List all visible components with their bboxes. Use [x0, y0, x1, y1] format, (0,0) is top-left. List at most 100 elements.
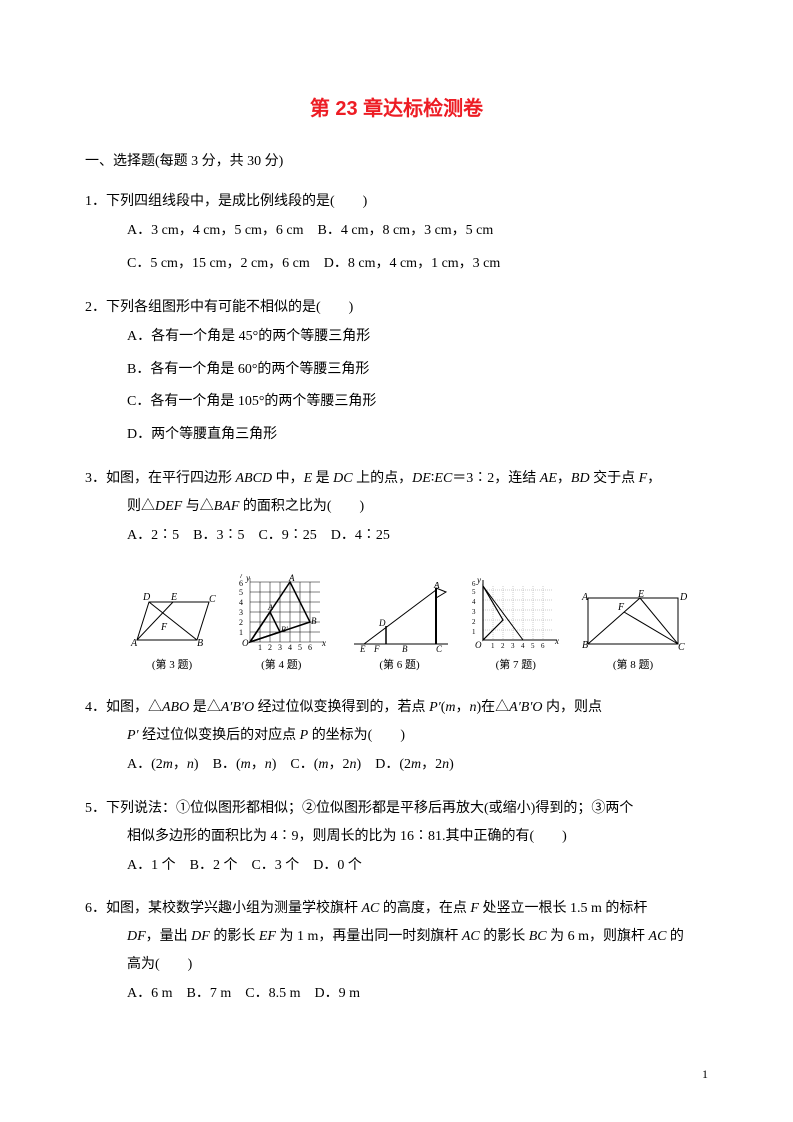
svg-text:1: 1 [239, 628, 243, 637]
question-5: 5．下列说法：①位似图形都相似；②位似图形都是平移后再放大(或缩小)得到的；③两… [85, 795, 708, 882]
svg-text:5: 5 [298, 643, 302, 652]
q3-text: 如图，在平行四边形 ABCD 中，E 是 DC 上的点，DE∶EC＝3∶2，连结… [106, 471, 661, 486]
svg-text:C: C [436, 644, 443, 652]
q1-options: A．3 cm，4 cm，5 cm，6 cm B．4 cm，8 cm，3 cm，5… [85, 216, 708, 280]
svg-text:3: 3 [239, 608, 243, 617]
figure-3: A B C D E F (第 3 题) [127, 590, 217, 672]
svg-text:4: 4 [472, 598, 476, 606]
fig3-svg: A B C D E F [127, 590, 217, 652]
fig7-caption: (第 7 题) [496, 656, 536, 672]
q5-num: 5． [85, 795, 106, 823]
svg-text:6: 6 [239, 579, 243, 588]
svg-text:B': B' [281, 625, 288, 634]
question-1: 1．下列四组线段中，是成比例线段的是( ) A．3 cm，4 cm，5 cm，6… [85, 188, 708, 280]
svg-text:1: 1 [258, 643, 262, 652]
svg-text:5: 5 [531, 642, 535, 650]
q4-line2: P′ 经过位似变换后的对应点 P 的坐标为( ) [85, 722, 708, 750]
figure-8: A D B C E F (第 8 题) [578, 590, 688, 672]
svg-text:E: E [637, 590, 644, 600]
svg-text:F: F [617, 602, 625, 613]
svg-text:A: A [433, 582, 440, 590]
svg-text:D: D [142, 592, 151, 603]
q3-opts: A．2∶5 B．3∶5 C．9∶25 D．4∶25 [127, 521, 708, 552]
q6-options: A．6 m B．7 m C．8.5 m D．9 m [85, 979, 708, 1010]
q5-options: A．1 个 B．2 个 C．3 个 D．0 个 [85, 851, 708, 882]
svg-text:y: y [476, 576, 481, 585]
q3-options: A．2∶5 B．3∶5 C．9∶25 D．4∶25 [85, 521, 708, 552]
svg-text:6: 6 [308, 643, 312, 652]
svg-text:4: 4 [521, 642, 525, 650]
q3-num: 3． [85, 465, 106, 493]
svg-text:7: 7 [239, 574, 243, 580]
svg-text:2: 2 [268, 643, 272, 652]
q2-options: A．各有一个角是 45°的两个等腰三角形 B．各有一个角是 60°的两个等腰三角… [85, 322, 708, 451]
svg-text:C: C [678, 642, 685, 652]
svg-text:4: 4 [288, 643, 292, 652]
figures-row: A B C D E F (第 3 题) A B A' B' O x y 12 [85, 566, 708, 684]
page-title: 第 23 章达标检测卷 [85, 92, 708, 121]
question-4: 4．如图，△ABO 是△A′B′O 经过位似变换得到的，若点 P′(m，n)在△… [85, 694, 708, 781]
svg-text:B: B [197, 638, 203, 649]
q4-options: A．(2m，n) B．(m，n) C．(m，2n) D．(2m，2n) [85, 750, 708, 781]
q6-text: 如图，某校数学兴趣小组为测量学校旗杆 AC 的高度，在点 F 处竖立一根长 1.… [106, 901, 647, 916]
svg-text:1: 1 [491, 642, 495, 650]
figure-6: A B C D E F (第 6 题) [346, 582, 454, 672]
svg-text:3: 3 [511, 642, 515, 650]
svg-text:A: A [581, 592, 589, 603]
q1-num: 1． [85, 188, 106, 216]
fig6-svg: A B C D E F [346, 582, 454, 652]
svg-text:C: C [209, 594, 216, 605]
page-number: 1 [702, 1067, 708, 1082]
q5-opts: A．1 个 B．2 个 C．3 个 D．0 个 [127, 851, 708, 882]
q4-num: 4． [85, 694, 106, 722]
svg-text:6: 6 [541, 642, 545, 650]
q3-line2: 则△DEF 与△BAF 的面积之比为( ) [85, 493, 708, 521]
svg-text:B: B [311, 616, 317, 626]
q2-optD: D．两个等腰直角三角形 [127, 420, 708, 451]
q2-num: 2． [85, 294, 106, 322]
fig8-svg: A D B C E F [578, 590, 688, 652]
q1-opts-line2: C．5 cm，15 cm，2 cm，6 cm D．8 cm，4 cm，1 cm，… [127, 249, 708, 280]
question-3: 3．如图，在平行四边形 ABCD 中，E 是 DC 上的点，DE∶EC＝3∶2，… [85, 465, 708, 552]
fig4-svg: A B A' B' O x y 1234567 123456 [232, 574, 330, 652]
svg-text:y: y [245, 574, 250, 583]
svg-text:6: 6 [472, 580, 476, 588]
fig6-caption: (第 6 题) [379, 656, 419, 672]
q5-line2: 相似多边形的面积比为 4∶9，则周长的比为 16∶81.其中正确的有( ) [85, 823, 708, 851]
svg-text:1: 1 [472, 628, 476, 636]
question-2: 2．下列各组图形中有可能不相似的是( ) A．各有一个角是 45°的两个等腰三角… [85, 294, 708, 451]
fig3-caption: (第 3 题) [152, 656, 192, 672]
svg-text:x: x [554, 636, 559, 646]
question-6: 6．如图，某校数学兴趣小组为测量学校旗杆 AC 的高度，在点 F 处竖立一根长 … [85, 895, 708, 1010]
q6-line3: 高为( ) [85, 951, 708, 979]
q6-num: 6． [85, 895, 106, 923]
svg-text:A: A [288, 574, 295, 583]
q2-text: 下列各组图形中有可能不相似的是( ) [106, 300, 353, 315]
svg-text:B: B [402, 644, 408, 652]
q6-line2: DF，量出 DF 的影长 EF 为 1 m，再量出同一时刻旗杆 AC 的影长 B… [85, 923, 708, 951]
q4-text: 如图，△ABO 是△A′B′O 经过位似变换得到的，若点 P′(m，n)在△A′… [106, 700, 602, 715]
q2-optB: B．各有一个角是 60°的两个等腰三角形 [127, 355, 708, 386]
svg-text:5: 5 [472, 588, 476, 596]
svg-text:x: x [321, 638, 326, 648]
svg-text:2: 2 [472, 618, 476, 626]
q4-opts: A．(2m，n) B．(m，n) C．(m，2n) D．(2m，2n) [127, 750, 708, 781]
fig8-caption: (第 8 题) [613, 656, 653, 672]
svg-text:B: B [582, 640, 588, 651]
fig7-svg: O x y 123456 123456 [469, 576, 563, 652]
svg-text:E: E [170, 592, 177, 603]
svg-text:A: A [130, 638, 138, 649]
q6-opts: A．6 m B．7 m C．8.5 m D．9 m [127, 979, 708, 1010]
svg-text:4: 4 [239, 598, 243, 607]
figure-7: O x y 123456 123456 (第 7 题) [469, 576, 563, 672]
svg-text:F: F [373, 644, 380, 652]
q2-optC: C．各有一个角是 105°的两个等腰三角形 [127, 387, 708, 418]
svg-text:O: O [475, 640, 482, 650]
svg-text:2: 2 [501, 642, 505, 650]
figure-4: A B A' B' O x y 1234567 123456 (第 4 题) [232, 574, 330, 672]
q1-opts-line1: A．3 cm，4 cm，5 cm，6 cm B．4 cm，8 cm，3 cm，5… [127, 216, 708, 247]
svg-text:3: 3 [472, 608, 476, 616]
svg-text:D: D [378, 618, 386, 628]
q1-text: 下列四组线段中，是成比例线段的是( ) [106, 194, 367, 209]
svg-text:2: 2 [239, 618, 243, 627]
